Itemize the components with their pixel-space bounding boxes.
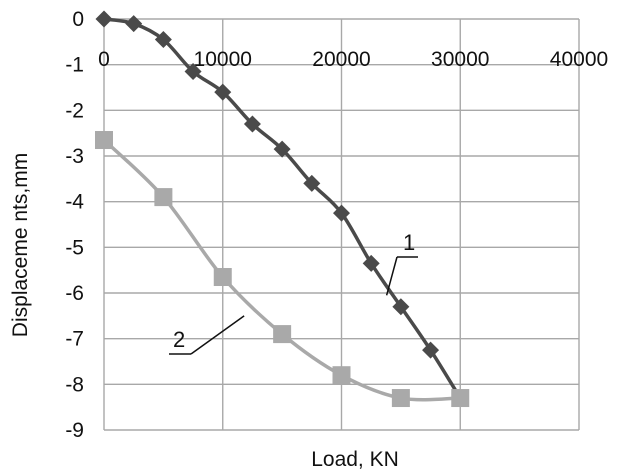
y-axis-title: Displaceme nts,mm <box>9 153 32 337</box>
x-tick-label: 20000 <box>312 48 370 71</box>
y-tick-label: -1 <box>65 54 84 77</box>
series-1-point <box>214 83 232 101</box>
series-2-line <box>102 138 461 402</box>
curve-label-1: 1 <box>403 230 415 255</box>
series-1-point <box>273 140 291 158</box>
series-2-point <box>332 366 351 385</box>
y-tick-label: -3 <box>65 145 84 168</box>
y-tick-label: -8 <box>65 373 84 396</box>
series-1-point <box>422 341 440 359</box>
x-tick-label: 40000 <box>550 48 608 71</box>
y-tick-label: -9 <box>65 419 84 442</box>
series-2-point <box>213 268 232 287</box>
series-1-point <box>243 115 261 133</box>
curve-label-1-leader <box>385 256 398 296</box>
series-2-point <box>95 131 113 150</box>
series-1-point <box>125 15 143 33</box>
x-tick-label: 10000 <box>194 48 252 71</box>
curve-label-2-leader <box>190 315 245 355</box>
y-tick-label: -5 <box>65 236 84 259</box>
x-tick-label: 30000 <box>431 48 489 71</box>
x-axis-title: Load, KN <box>311 448 399 471</box>
series-1-point <box>392 298 410 316</box>
y-tick-labels: 0 -1 -2 -3 -4 -5 -6 -7 -8 -9 <box>65 8 84 442</box>
y-tick-label: -6 <box>65 282 84 305</box>
y-tick-label: -7 <box>65 328 84 351</box>
grid <box>103 18 580 431</box>
series-1-point <box>154 31 172 49</box>
series-1-point <box>95 10 113 28</box>
y-tick-label: -2 <box>65 99 84 122</box>
x-tick-labels: 0 10000 20000 30000 40000 <box>98 48 608 71</box>
series-1-point <box>362 254 380 272</box>
series-1-point <box>333 204 350 222</box>
series-1-point <box>184 63 202 81</box>
series-1-point <box>303 174 321 192</box>
curve-annotations: 12 <box>169 230 418 355</box>
series-markers <box>95 10 470 408</box>
series-2-point <box>451 389 470 408</box>
curve-label-2: 2 <box>173 327 185 352</box>
series-2-point <box>391 389 410 408</box>
series-2-point <box>273 325 292 344</box>
x-tick-label: 0 <box>98 48 110 71</box>
y-tick-label: -4 <box>65 191 84 214</box>
series-2-point <box>154 188 173 207</box>
y-tick-label: 0 <box>72 8 84 31</box>
